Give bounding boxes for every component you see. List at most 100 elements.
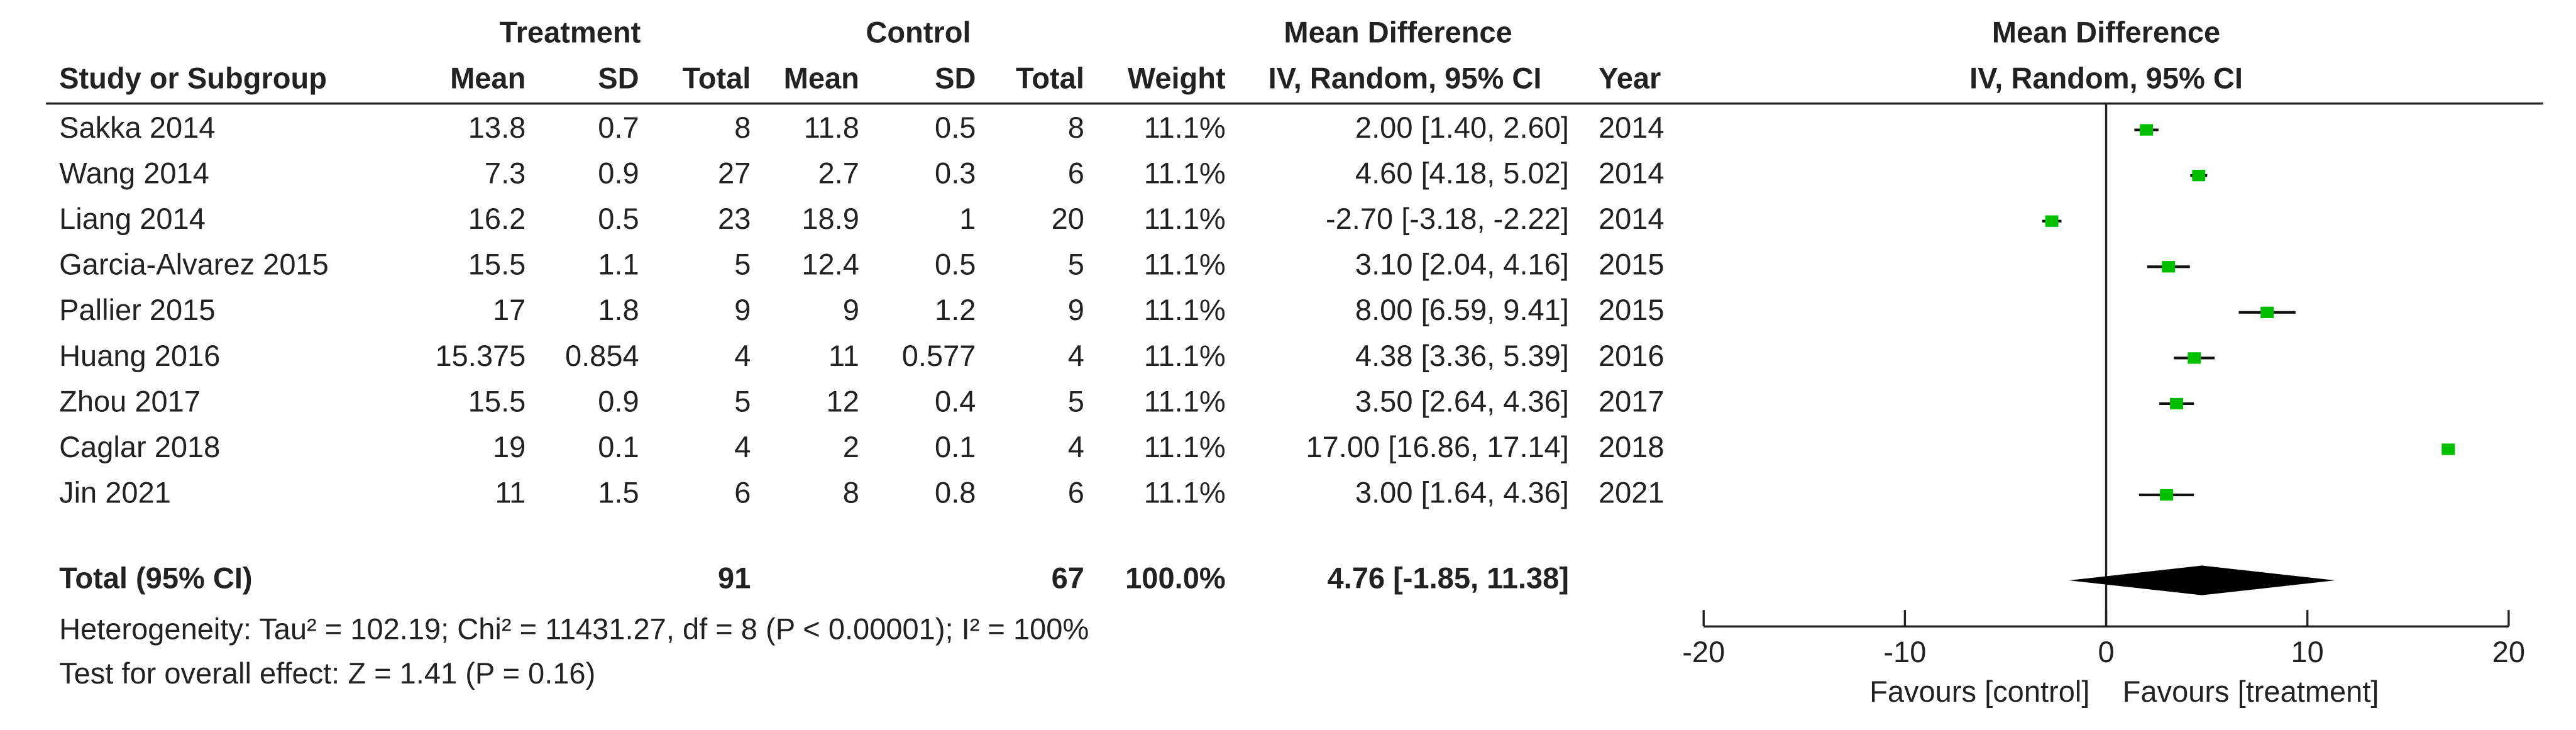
study-name: Pallier 2015 — [59, 293, 215, 326]
cell: 9 — [843, 293, 859, 326]
group-header: Treatment — [499, 15, 641, 48]
cell: 1 — [959, 202, 976, 235]
column-header: SD — [935, 62, 976, 95]
x-tick-label: 20 — [2492, 635, 2525, 668]
cell: 6 — [1068, 475, 1084, 509]
group-header: Mean Difference — [1284, 15, 1512, 48]
cell: 2014 — [1599, 111, 1665, 144]
cell: 2.7 — [818, 157, 859, 190]
cell: 11.1% — [1144, 157, 1226, 190]
cell: 5 — [734, 248, 751, 281]
cell: 2017 — [1599, 384, 1665, 418]
effect-label: 8.00 [6.59, 9.41] — [1355, 293, 1569, 326]
cell: 2018 — [1599, 430, 1665, 463]
cell: 0.854 — [565, 339, 639, 372]
cell: 11.1% — [1144, 202, 1226, 235]
cell: 1.2 — [935, 293, 976, 326]
cell: 12 — [827, 384, 859, 418]
column-header: Study or Subgroup — [59, 62, 327, 95]
cell: 0.7 — [598, 111, 639, 144]
effect-square — [2188, 352, 2201, 364]
group-header: Mean Difference — [1992, 15, 2220, 48]
cell: 11.8 — [804, 111, 859, 144]
effect-square — [2045, 215, 2059, 227]
column-header: SD — [598, 62, 639, 95]
cell: 8 — [734, 111, 751, 144]
effect-square — [2160, 489, 2174, 501]
effect-square — [2162, 261, 2176, 273]
effect-label: 2.00 [1.40, 2.60] — [1355, 111, 1569, 144]
cell: 100.0% — [1125, 561, 1226, 594]
cell: 2021 — [1599, 475, 1665, 509]
cell: 2 — [843, 430, 859, 463]
effect-label: 3.50 [2.64, 4.36] — [1355, 384, 1569, 418]
cell: 9 — [734, 293, 751, 326]
cell: 4 — [734, 339, 751, 372]
cell: 1.8 — [598, 293, 639, 326]
cell: 0.3 — [935, 157, 976, 190]
cell: 2016 — [1599, 339, 1665, 372]
cell: 11 — [828, 339, 859, 372]
cell: 67 — [1052, 561, 1084, 594]
column-header: IV, Random, 95% CI — [1969, 62, 2243, 95]
cell: 16.2 — [468, 202, 526, 235]
study-name: Wang 2014 — [59, 157, 209, 190]
study-name: Liang 2014 — [59, 202, 206, 235]
cell: 0.5 — [598, 202, 639, 235]
cell: 0.5 — [935, 248, 976, 281]
effect-square — [2170, 397, 2184, 410]
cell: 11.1% — [1144, 384, 1226, 418]
cell: 15.5 — [468, 248, 526, 281]
x-tick-label: 10 — [2291, 635, 2324, 668]
cell: 11.1% — [1144, 293, 1226, 326]
cell: 5 — [1068, 248, 1084, 281]
column-header: Mean — [450, 62, 526, 95]
cell: 13.8 — [468, 111, 526, 144]
cell: 4 — [734, 430, 751, 463]
cell: 5 — [734, 384, 751, 418]
group-header: Control — [866, 15, 971, 48]
cell: 9 — [1068, 293, 1084, 326]
cell: 1.1 — [598, 248, 639, 281]
column-header: Total — [1016, 62, 1084, 95]
cell: 7.3 — [485, 157, 526, 190]
cell: 0.577 — [902, 339, 976, 372]
cell: 1.5 — [598, 475, 639, 509]
cell: 0.8 — [935, 475, 976, 509]
cell: 18.9 — [801, 202, 859, 235]
column-header: Weight — [1128, 62, 1226, 95]
effect-label: 4.76 [-1.85, 11.38] — [1328, 561, 1569, 594]
cell: 0.9 — [598, 157, 639, 190]
study-name: Jin 2021 — [59, 475, 171, 509]
axis-label: Favours [control] — [1869, 675, 2089, 708]
cell: 23 — [718, 202, 751, 235]
study-name: Huang 2016 — [59, 339, 220, 372]
cell: 2014 — [1599, 157, 1665, 190]
effect-label: 4.38 [3.36, 5.39] — [1355, 339, 1569, 372]
cell: 11.1% — [1144, 430, 1226, 463]
effect-label: 4.60 [4.18, 5.02] — [1355, 157, 1569, 190]
column-header: Year — [1599, 62, 1661, 95]
column-header: Mean — [784, 62, 859, 95]
effect-label: 3.10 [2.04, 4.16] — [1355, 248, 1569, 281]
cell: 2014 — [1599, 202, 1665, 235]
axis-label: Favours [treatment] — [2123, 675, 2379, 708]
cell: 0.1 — [935, 430, 976, 463]
pooled-diamond — [2069, 565, 2335, 595]
cell: 0.4 — [935, 384, 976, 418]
cell: 27 — [718, 157, 751, 190]
x-tick-label: -10 — [1883, 635, 1926, 668]
effect-square — [2192, 169, 2206, 182]
footnote: Heterogeneity: Tau² = 102.19; Chi² = 114… — [59, 612, 1089, 646]
x-tick-label: 0 — [2098, 635, 2114, 668]
cell: 5 — [1068, 384, 1084, 418]
cell: 8 — [1068, 111, 1084, 144]
column-header: Total — [683, 62, 751, 95]
cell: 91 — [718, 561, 751, 594]
cell: 8 — [843, 475, 859, 509]
column-header: IV, Random, 95% CI — [1269, 62, 1542, 95]
cell: 11.1% — [1144, 339, 1226, 372]
cell: 4 — [1068, 430, 1084, 463]
